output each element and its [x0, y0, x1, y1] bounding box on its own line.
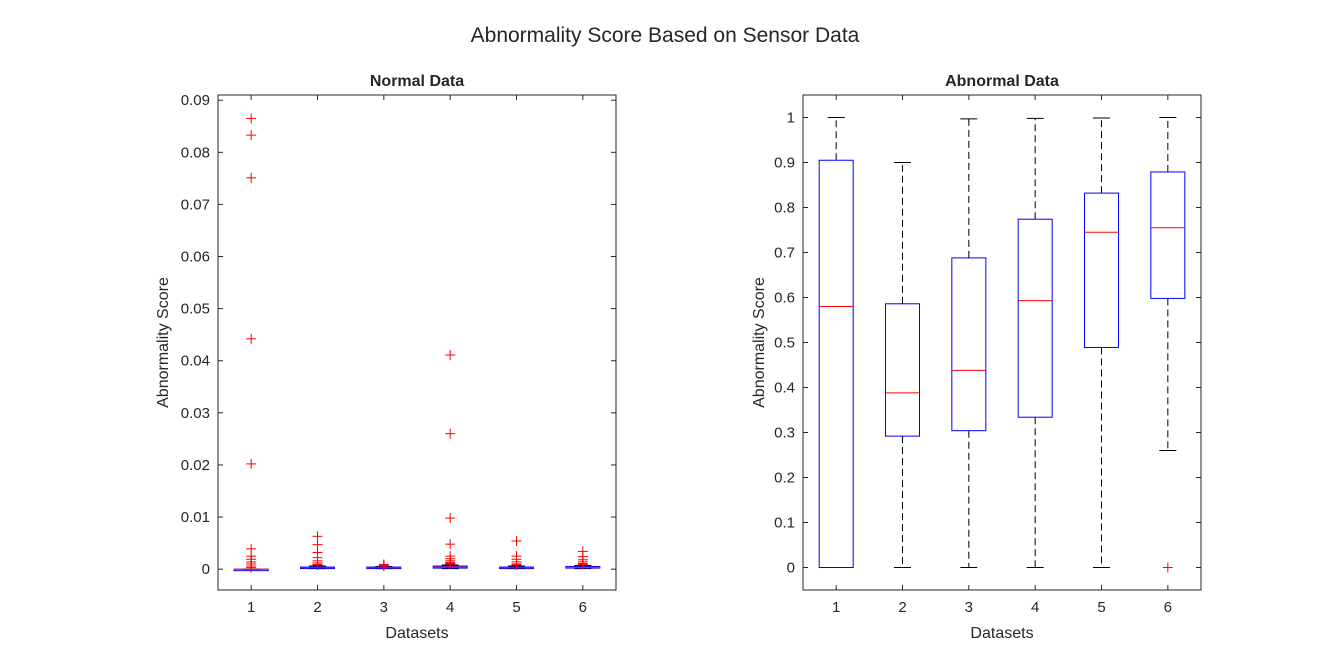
y-tick-label: 0.3 [774, 425, 795, 442]
x-tick-label: 5 [512, 599, 520, 616]
outlier-marker [246, 562, 257, 573]
outlier-marker [246, 458, 257, 469]
outlier-marker [378, 561, 389, 572]
x-axis-label: Datasets [385, 625, 448, 642]
outlier-marker [445, 513, 456, 524]
outlier-marker [246, 172, 257, 183]
y-tick-label: 0.09 [181, 92, 210, 109]
y-tick-label: 0.1 [774, 515, 795, 532]
y-tick-label: 0.03 [181, 405, 210, 422]
outlier-marker [312, 559, 323, 570]
y-tick-label: 0 [787, 560, 795, 577]
x-tick-label: 2 [313, 599, 321, 616]
outlier-marker [511, 536, 522, 547]
outlier-marker [445, 350, 456, 361]
figure-title: Abnormality Score Based on Sensor Data [471, 24, 860, 47]
y-tick-label: 0.06 [181, 249, 210, 266]
y-tick-label: 0.9 [774, 155, 795, 172]
y-axis-label: Abnormality Score [751, 277, 768, 408]
x-tick-label: 6 [579, 599, 587, 616]
normal-data-boxplot: 0 0.01 0.02 0.03 0.04 0.05 0.06 0.07 0.08 0.09 1 2 3… [155, 73, 617, 642]
x-tick-label: 1 [832, 599, 840, 616]
x-tick-label: 4 [1031, 599, 1039, 616]
x-tick-label: 3 [965, 599, 973, 616]
y-tick-label: 0.05 [181, 301, 210, 318]
y-tick-label: 0.8 [774, 200, 795, 217]
x-tick-label: 5 [1097, 599, 1105, 616]
y-tick-label: 0 [202, 561, 210, 578]
outlier-marker [511, 559, 522, 570]
x-axis-label: Datasets [970, 625, 1033, 642]
outlier-marker [445, 428, 456, 439]
box-6 [1150, 171, 1186, 299]
box-4 [1017, 218, 1053, 418]
outlier-marker [246, 130, 257, 141]
outlier-marker [312, 531, 323, 542]
plot-title: Normal Data [370, 73, 464, 90]
y-tick-label: 0.4 [774, 380, 795, 397]
y-axis-label: Abnormality Score [155, 277, 172, 408]
plot-area [802, 94, 1202, 591]
y-tick-label: 0.02 [181, 457, 210, 474]
outlier-marker [246, 113, 257, 124]
y-tick-label: 0.5 [774, 335, 795, 352]
box-2 [885, 303, 920, 437]
y-tick-label: 0.04 [181, 353, 210, 370]
x-tick-label: 6 [1164, 599, 1172, 616]
box-1 [818, 159, 854, 568]
plot-area [217, 94, 617, 591]
y-tick-label: 0.01 [181, 509, 210, 526]
y-tick-label: 0.7 [774, 245, 795, 262]
x-tick-label: 1 [247, 599, 255, 616]
box-3 [951, 257, 987, 432]
y-tick-label: 1 [787, 110, 795, 127]
y-tick-label: 0.6 [774, 290, 795, 307]
box-5 [1084, 192, 1119, 348]
outlier-marker [445, 558, 456, 569]
y-tick-label: 0.08 [181, 144, 210, 161]
outlier-marker [246, 333, 257, 344]
outlier-marker [577, 559, 588, 570]
x-tick-label: 4 [446, 599, 454, 616]
y-tick-label: 0.2 [774, 470, 795, 487]
outlier-marker [445, 539, 456, 550]
x-tick-label: 2 [898, 599, 906, 616]
plot-title: Abnormal Data [945, 73, 1059, 90]
y-tick-label: 0.07 [181, 196, 210, 213]
x-tick-label: 3 [380, 599, 388, 616]
outlier-marker [1162, 562, 1173, 573]
abnormal-data-boxplot: 0 0.1 0.2 0.3 0.4 0.5 0.6 0.7 0.8 0.9 1 1 2 3 4 5 6 Abnor… [751, 73, 1202, 642]
